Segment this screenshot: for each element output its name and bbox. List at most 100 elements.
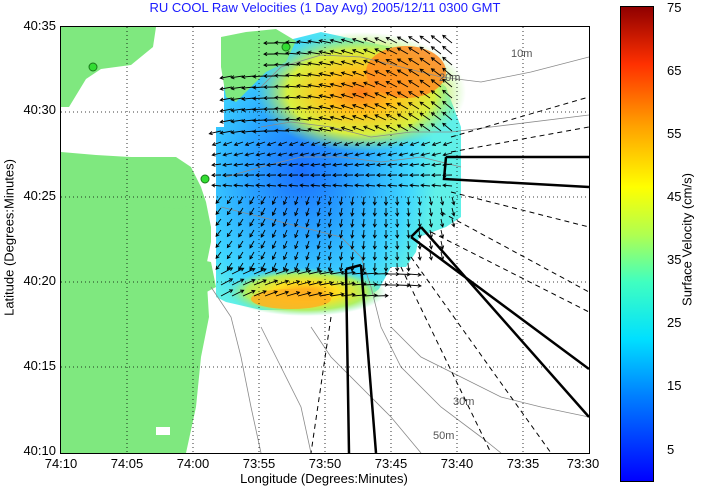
velocity-arrow: [329, 71, 343, 77]
velocity-arrow: [383, 219, 389, 228]
velocity-arrow: [374, 92, 387, 99]
velocity-arrow: [351, 59, 365, 66]
velocity-arrow: [383, 263, 389, 272]
velocity-arrow: [264, 268, 279, 275]
velocity-arrow: [408, 36, 420, 44]
colorbar-tick: 75: [667, 0, 682, 15]
velocity-arrow: [296, 105, 310, 110]
y-axis-label: Latitude (Degrees:Minutes): [1, 159, 17, 316]
velocity-arrow: [253, 268, 267, 275]
velocity-arrow: [354, 141, 365, 147]
velocity-arrow: [266, 152, 277, 157]
velocity-arrow: [419, 123, 431, 132]
velocity-arrow: [296, 94, 310, 99]
velocity-arrow: [319, 292, 334, 297]
velocity-arrow: [354, 173, 365, 178]
velocity-arrow: [442, 122, 453, 132]
velocity-arrow: [385, 58, 398, 66]
velocity-arrow: [277, 173, 288, 178]
velocity-arrow: [374, 114, 387, 121]
velocity-arrow: [395, 207, 400, 217]
velocity-arrow: [318, 127, 332, 132]
velocity-arrow: [351, 37, 365, 44]
velocity-arrow: [318, 50, 332, 55]
velocity-arrow: [442, 89, 453, 99]
colorbar-gradient: [621, 7, 653, 481]
velocity-arrow: [307, 105, 321, 110]
velocity-arrow: [307, 61, 321, 66]
velocity-arrow: [419, 79, 431, 88]
velocity-arrow: [233, 183, 244, 188]
velocity-arrow: [417, 229, 422, 239]
velocity-arrow: [208, 130, 222, 136]
velocity-arrow: [363, 282, 378, 287]
velocity-arrow: [340, 82, 354, 88]
map-plot-area[interactable]: 10m 20m 30m 50m: [60, 26, 590, 454]
velocity-arrow: [420, 183, 431, 188]
velocity-arrow: [318, 83, 332, 88]
velocity-arrow: [442, 141, 453, 147]
colorbar-tick: 45: [667, 189, 682, 204]
velocity-arrow: [296, 83, 310, 88]
velocity-arrow: [215, 196, 222, 205]
velocity-arrow: [395, 240, 400, 250]
velocity-arrow: [230, 130, 244, 135]
map-gap: [156, 427, 170, 435]
velocity-arrow: [220, 289, 234, 297]
velocity-arrow: [310, 162, 321, 167]
velocity-arrow: [408, 47, 420, 55]
velocity-arrow: [271, 218, 277, 228]
y-tick-label: 40:25: [23, 188, 56, 203]
colorbar-tick: 55: [667, 126, 682, 141]
bathymetry-contours: [210, 54, 589, 453]
velocity-arrow: [318, 105, 332, 110]
velocity-arrow: [219, 108, 233, 113]
velocity-arrow: [296, 39, 310, 44]
velocity-arrow: [442, 45, 453, 55]
velocity-arrow: [283, 218, 288, 228]
velocity-arrow: [372, 207, 377, 217]
velocity-arrow: [451, 218, 456, 228]
velocity-arrow: [297, 291, 312, 297]
velocity-arrow: [431, 173, 442, 178]
x-axis-label: Longitude (Degrees:Minutes): [240, 471, 408, 486]
velocity-arrow: [316, 196, 321, 206]
velocity-arrow: [329, 60, 343, 66]
velocity-arrow: [285, 40, 299, 45]
velocity-arrow: [376, 173, 387, 178]
velocity-arrow: [307, 127, 321, 132]
velocity-arrow: [222, 173, 233, 178]
velocity-arrow: [252, 118, 266, 123]
velocity-arrow: [372, 229, 377, 239]
velocity-arrow: [408, 80, 420, 88]
velocity-arrow: [318, 61, 332, 66]
velocity-arrow: [354, 183, 365, 188]
velocity-arrow: [288, 183, 299, 188]
colorbar-tick: 15: [667, 378, 682, 393]
velocity-arrow: [285, 117, 299, 122]
velocity-arrow: [260, 251, 266, 260]
velocity-arrow: [363, 125, 376, 132]
velocity-arrow: [294, 240, 299, 250]
velocity-arrow: [249, 229, 255, 238]
velocity-vectors: [208, 34, 456, 298]
velocity-arrow: [222, 152, 233, 157]
velocity-arrow: [242, 278, 256, 286]
velocity-arrow: [233, 152, 244, 157]
velocity-arrow: [387, 141, 398, 147]
velocity-arrow: [430, 68, 442, 77]
velocity-arrow: [249, 251, 255, 260]
velocity-arrow: [440, 240, 445, 250]
velocity-arrow: [395, 251, 400, 261]
velocity-arrow: [296, 72, 310, 77]
velocity-arrow: [226, 262, 233, 271]
velocity-arrow: [396, 91, 409, 99]
velocity-arrow: [215, 251, 222, 260]
velocity-arrow: [351, 81, 365, 88]
velocity-arrow: [361, 262, 366, 272]
velocity-arrow: [363, 103, 376, 110]
velocity-arrow: [385, 124, 398, 132]
velocity-arrow: [396, 113, 409, 121]
velocity-arrow: [361, 251, 366, 261]
velocity-arrow: [343, 152, 354, 157]
